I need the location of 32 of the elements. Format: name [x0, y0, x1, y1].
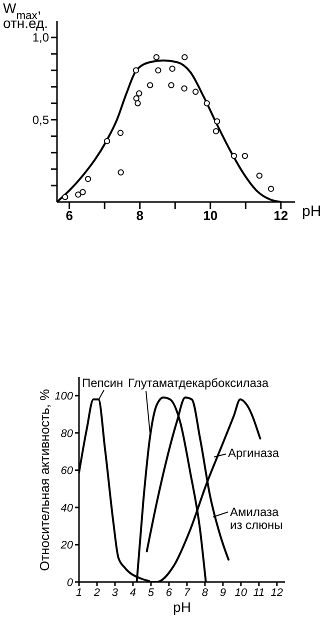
x-tick-label: 10	[234, 586, 248, 599]
x-axis-title: pH	[173, 599, 191, 615]
x-tick-label: 9	[220, 586, 226, 599]
x-tick-label: 6	[66, 208, 73, 224]
x-tick-label: 2	[92, 586, 100, 599]
y-axis-title: W$_{max}$, отн.ед.	[3, 0, 48, 31]
y-tick-label: 100	[54, 390, 74, 403]
x-tick-label: 5	[148, 586, 155, 599]
y-tick-label: 0	[66, 576, 74, 589]
x-tick-label: 3	[112, 586, 119, 599]
x-tick-label: 12	[274, 208, 288, 224]
legend-label: Амилаза из слюны	[230, 505, 283, 532]
y-tick-label: 1,0	[32, 30, 50, 45]
x-tick-label: 7	[184, 586, 191, 599]
x-tick-label: 8	[202, 586, 209, 599]
y-tick-label: 80	[60, 428, 74, 440]
x-tick-label: 8	[136, 208, 144, 224]
legend-label: Аргиназа	[228, 446, 280, 460]
x-tick-label: 12	[270, 586, 284, 599]
y-tick-label: 20	[60, 540, 74, 552]
y-tick-label: 0,5	[32, 112, 50, 127]
x-tick-label: 4	[130, 586, 136, 599]
y-tick-label: 60	[60, 465, 74, 478]
x-axis-title: pH	[302, 203, 322, 220]
x-tick-label: 10	[203, 208, 218, 224]
y-tick-label: 40	[60, 502, 74, 514]
x-tick-label: 1	[76, 586, 82, 599]
text: Глутаматдекарбоксилаза	[128, 376, 269, 390]
x-tick-label: 6	[166, 586, 173, 599]
y-axis-title: Относительная активность, %	[37, 388, 52, 571]
x-tick-label: 11	[253, 586, 265, 599]
series-label: Пепсин	[82, 376, 124, 390]
